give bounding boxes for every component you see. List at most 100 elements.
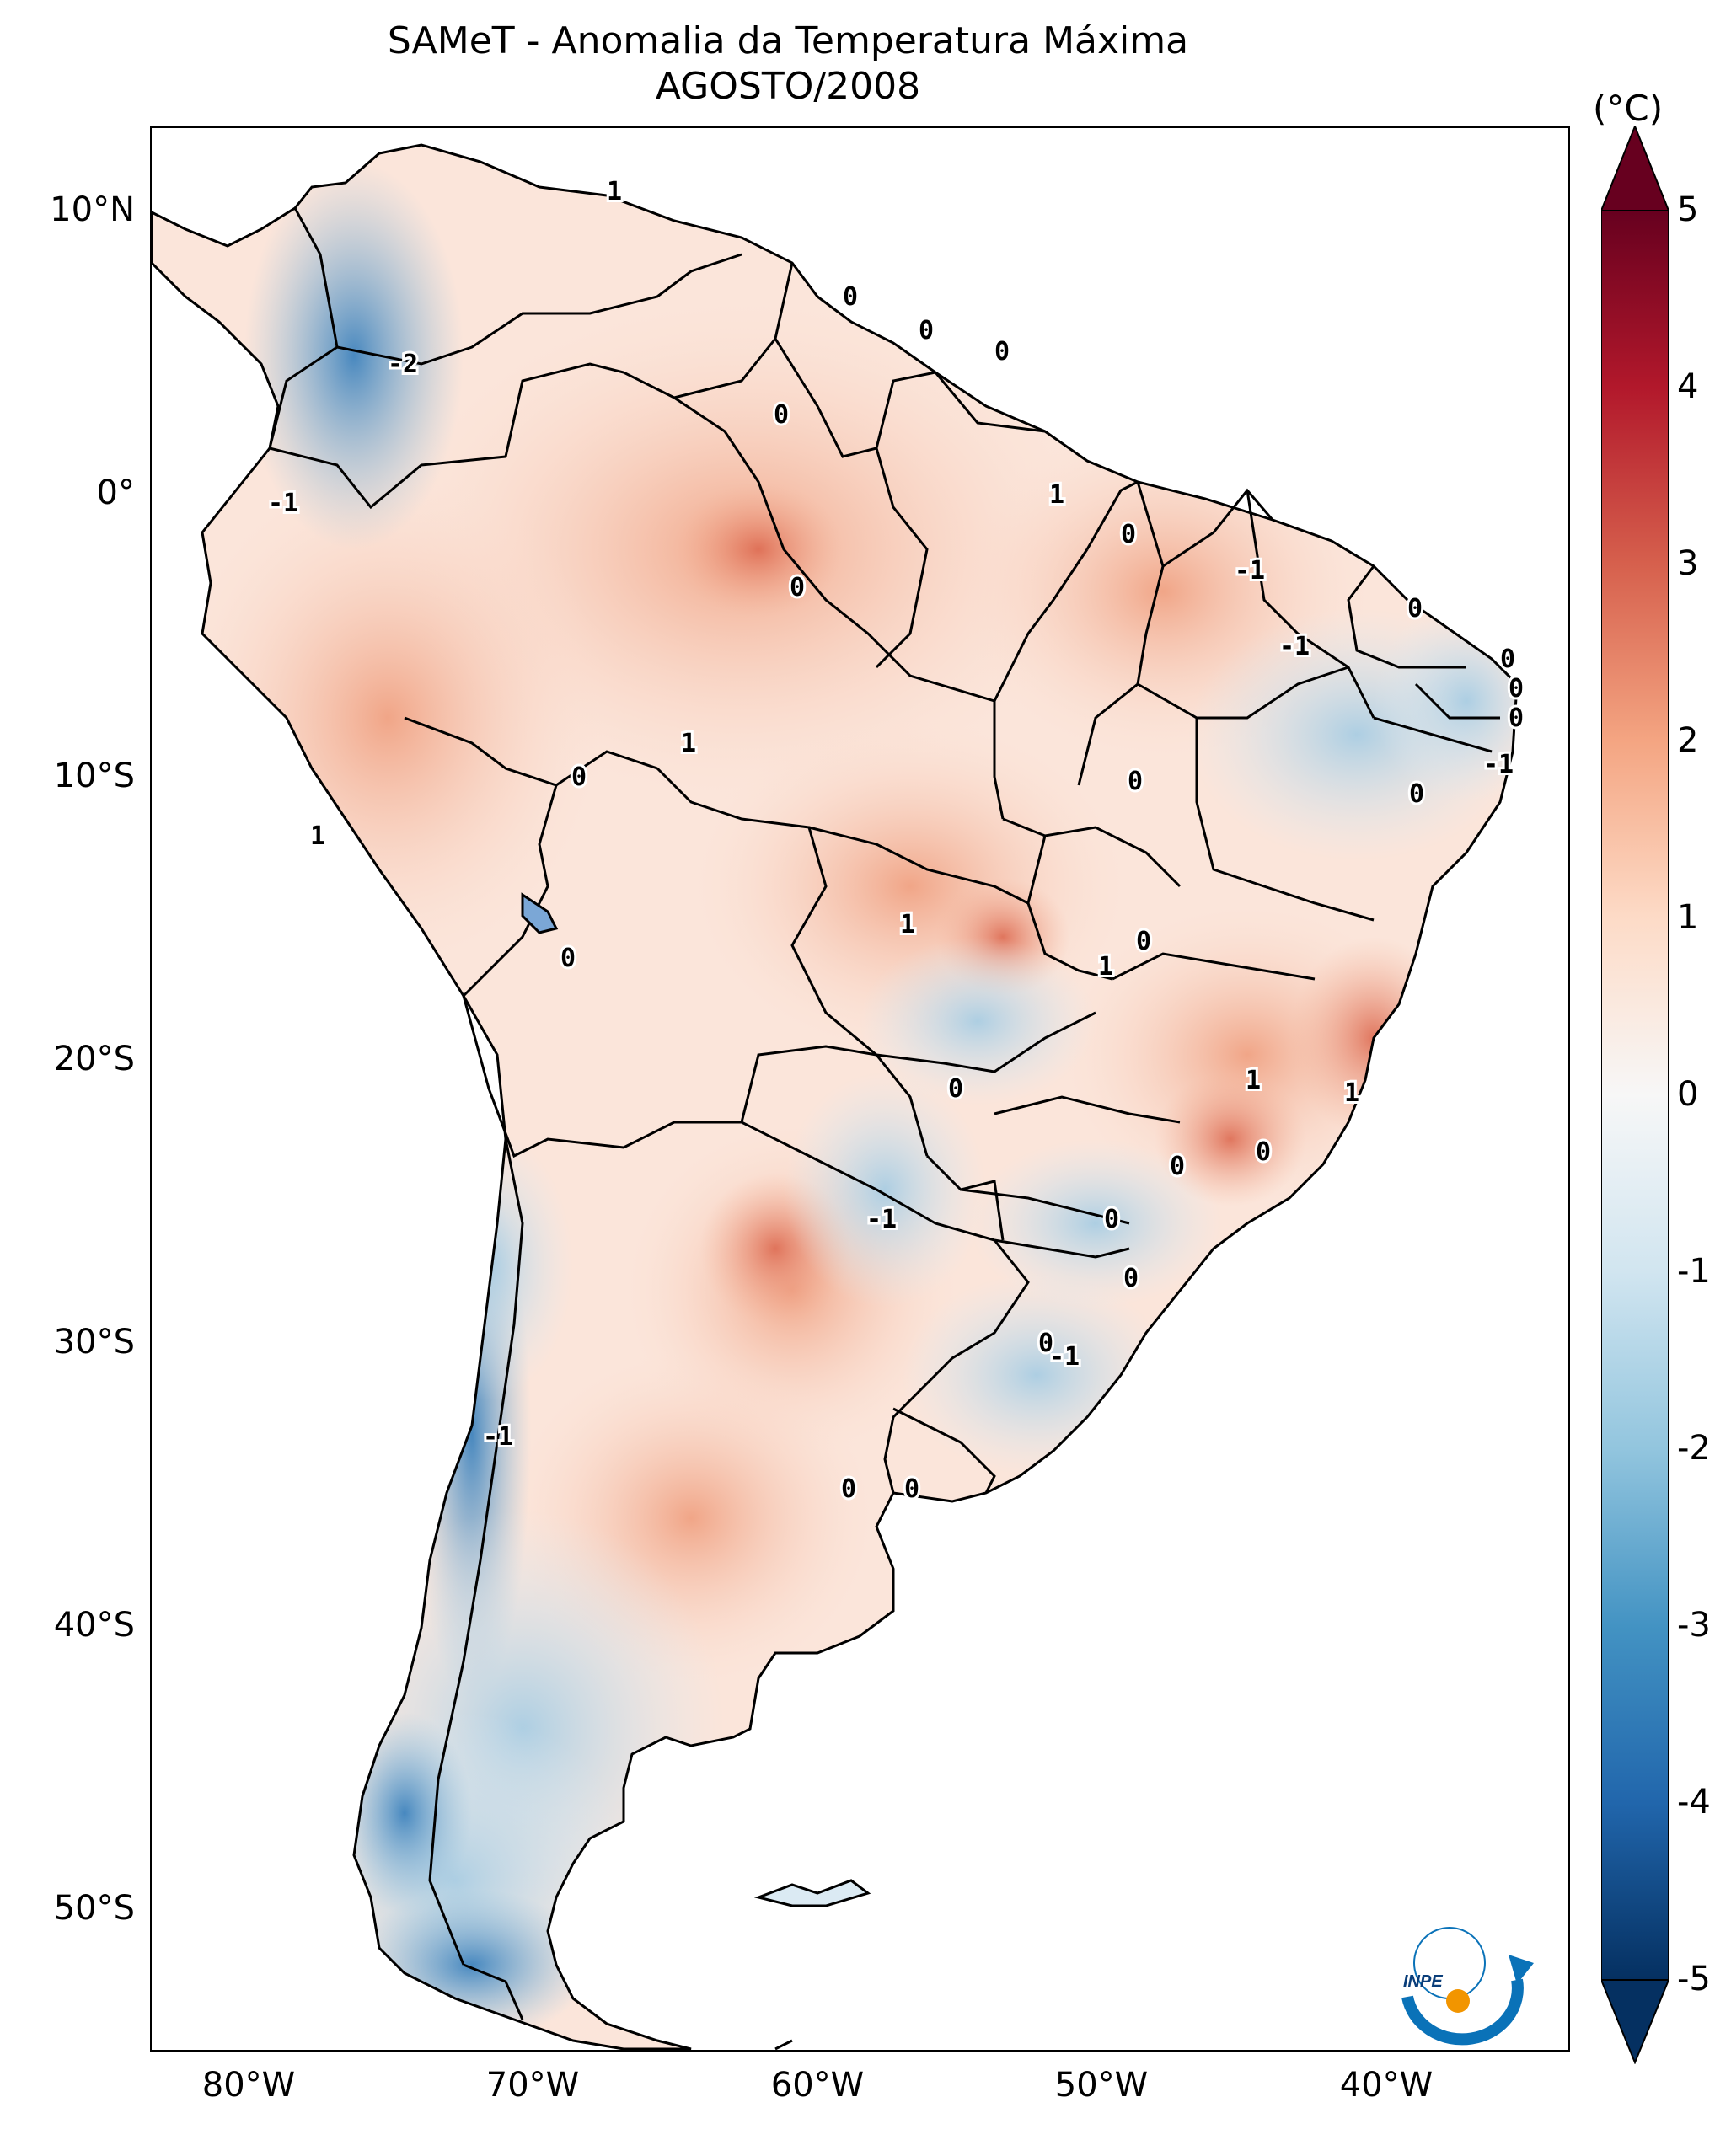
border-bolivia-argentina xyxy=(462,995,742,1158)
colorbar xyxy=(1601,126,1669,2064)
contour-label: 0 xyxy=(919,316,934,345)
border-state-go-ms xyxy=(1026,835,1113,981)
colorbar-tick-label: 5 xyxy=(1677,190,1699,229)
contour-label: 0 xyxy=(1407,594,1423,623)
border-colombia-brazil xyxy=(504,362,675,457)
contour-label: -1 xyxy=(1235,556,1265,586)
border-state-am-pa xyxy=(673,396,995,703)
contour-label: 0 xyxy=(1104,1205,1119,1234)
border-state-pr-sc xyxy=(960,1188,1130,1225)
lat-label-10s: 10°S xyxy=(53,757,135,795)
inpe-logo: INPE xyxy=(1401,1927,1534,2046)
border-state-ma-pi xyxy=(1162,488,1274,568)
colorbar-tick-label: -2 xyxy=(1677,1429,1711,1468)
border-bolivia-brazil xyxy=(656,767,877,1057)
contour-label: 1 xyxy=(681,729,696,758)
contour-label: 0 xyxy=(1121,520,1136,549)
colorbar-tick-label: -1 xyxy=(1677,1252,1711,1291)
logo-sun-icon xyxy=(1446,1989,1470,2013)
lat-label-50s: 50°S xyxy=(53,1889,135,1928)
lat-label-30s: 30°S xyxy=(53,1323,135,1362)
border-state-ms-pr xyxy=(876,1011,1096,1073)
contour-label: 0 xyxy=(1509,674,1524,704)
border-paraguay xyxy=(740,1045,929,1157)
falkland-islands xyxy=(753,1879,871,2050)
border-uruguay-brazil xyxy=(892,1407,996,1494)
contour-label: 0 xyxy=(1128,767,1143,796)
contour-labels: 1 0 0 0 -2 0 1 -1 0 0 -1 0 -1 0 0 0 -1 1… xyxy=(265,174,1526,1506)
border-state-ba-mg xyxy=(1195,718,1375,922)
contour-label: 0 xyxy=(1170,1152,1185,1181)
contour-label: 0 xyxy=(948,1074,963,1104)
contour-label: 0 xyxy=(1256,1137,1271,1167)
lon-label-60w: 60°W xyxy=(770,2066,865,2105)
lat-label-20s: 20°S xyxy=(53,1040,135,1078)
border-colombia-venezuela xyxy=(336,253,742,366)
border-state-sc-rs xyxy=(994,1238,1130,1259)
logo-arc-icon xyxy=(1401,1978,1524,2046)
border-state-pa-ma xyxy=(1085,480,1139,550)
contour-label: 0 xyxy=(1123,1264,1139,1293)
contour-label: -1 xyxy=(1049,1342,1080,1372)
colorbar-tick-label: 2 xyxy=(1677,721,1699,760)
logo-text: INPE xyxy=(1403,1972,1443,1991)
border-state-to-ma xyxy=(1077,481,1165,786)
lat-label-0: 0° xyxy=(96,473,135,512)
contour-label: 1 xyxy=(1049,480,1064,510)
lon-label-50w: 50°W xyxy=(1054,2066,1149,2105)
border-chile-argentina xyxy=(428,1138,524,1966)
contour-label: 0 xyxy=(560,944,576,973)
contour-label: 0 xyxy=(1409,779,1424,809)
contour-label: -1 xyxy=(1279,632,1310,661)
colorbar-tick-label: -5 xyxy=(1677,1960,1711,1998)
border-state-pe-al xyxy=(1373,716,1493,753)
contour-label: 0 xyxy=(790,573,805,602)
lon-label-80w: 80°W xyxy=(201,2066,296,2105)
border-state-mg-sp xyxy=(1112,952,1316,981)
border-argentina-paraguay xyxy=(741,1121,995,1242)
lon-label-70w: 70°W xyxy=(485,2066,580,2105)
lat-label-40s: 40°S xyxy=(53,1606,135,1645)
border-peru-bolivia-north xyxy=(404,716,658,787)
border-state-pb-pe xyxy=(1414,682,1500,720)
colorbar-tick-label: 1 xyxy=(1677,898,1699,937)
map-area[interactable]: 1 0 0 0 -2 0 1 -1 0 0 -1 0 -1 0 0 0 -1 1… xyxy=(150,126,1570,2052)
border-state-pr-sp xyxy=(994,1095,1181,1124)
border-state-ce-rn xyxy=(1347,565,1466,669)
coastline xyxy=(152,143,1519,2050)
contour-label: 1 xyxy=(310,821,325,851)
border-suriname xyxy=(875,371,936,449)
colorbar-gradient xyxy=(1601,210,1669,1981)
border-state-pa-mt xyxy=(993,701,1005,820)
border-argentina-uruguay xyxy=(883,1239,1030,1494)
contour-label: -2 xyxy=(388,350,418,379)
lon-label-40w: 40°W xyxy=(1339,2066,1434,2105)
colorbar-tick-label: 0 xyxy=(1677,1075,1699,1114)
border-ecuador-peru xyxy=(269,447,506,510)
contour-label: 0 xyxy=(843,282,858,312)
contour-label: 0 xyxy=(571,762,587,792)
contour-label: 0 xyxy=(1509,704,1524,733)
colorbar-min-arrow xyxy=(1601,1979,1669,2064)
contour-label: 0 xyxy=(994,337,1010,366)
contour-label: -1 xyxy=(483,1422,513,1452)
border-state-pi-ce xyxy=(1246,490,1375,719)
contour-label: 1 xyxy=(1246,1066,1261,1095)
border-state-to-go xyxy=(1002,817,1182,888)
contour-label: 0 xyxy=(841,1474,856,1504)
contour-label: 0 xyxy=(1500,645,1515,674)
map-subtitle: AGOSTO/2008 xyxy=(655,65,921,108)
colorbar-tick-label: -4 xyxy=(1677,1783,1711,1822)
lake-titicaca xyxy=(521,892,559,934)
border-state-pi-ba xyxy=(1137,666,1349,720)
contour-label: -1 xyxy=(268,489,298,518)
colorbar-tick-label: -3 xyxy=(1677,1606,1711,1645)
border-tierra-del-fuego xyxy=(463,1963,524,2020)
contour-label: 0 xyxy=(774,400,789,430)
contour-label: 1 xyxy=(607,177,622,206)
contour-label: 1 xyxy=(1344,1078,1359,1108)
map-title: SAMeT - Anomalia da Temperatura Máxima xyxy=(387,19,1189,62)
colorbar-max-arrow xyxy=(1601,126,1669,211)
south-america-map: 1 0 0 0 -2 0 1 -1 0 0 -1 0 -1 0 0 0 -1 1… xyxy=(152,143,1526,2050)
contour-label: -1 xyxy=(866,1205,897,1234)
